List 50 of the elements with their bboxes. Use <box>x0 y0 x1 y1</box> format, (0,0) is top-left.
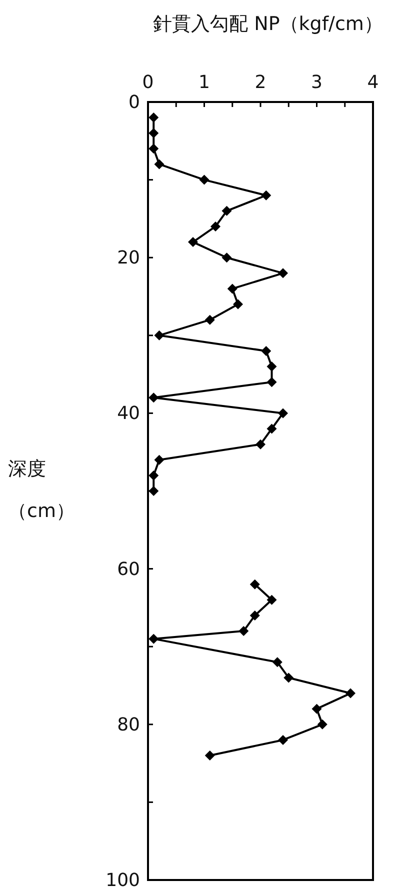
point <box>199 174 210 185</box>
point <box>154 330 164 340</box>
y-tick-label: 0 <box>128 92 140 113</box>
point <box>278 734 288 745</box>
point <box>148 112 159 123</box>
point <box>233 299 243 310</box>
y-tick-label: 80 <box>117 714 140 736</box>
point <box>278 408 288 418</box>
point <box>154 454 164 465</box>
y-tick-label: 40 <box>117 403 140 424</box>
point <box>266 377 277 388</box>
point <box>188 237 198 248</box>
point <box>204 750 215 761</box>
point <box>278 268 288 278</box>
point <box>222 252 232 263</box>
point <box>266 594 277 605</box>
x-axis-title: 針貫入勾配 NP（kgf/cm） <box>153 13 383 35</box>
point <box>227 284 238 294</box>
y-tick-label: 60 <box>117 558 140 580</box>
point <box>222 206 232 216</box>
point <box>148 392 159 403</box>
point <box>346 688 356 698</box>
x-tick-label: 3 <box>311 72 322 93</box>
x-tick-label: 2 <box>254 72 266 93</box>
point <box>272 657 282 668</box>
point <box>148 470 159 480</box>
point <box>256 439 266 450</box>
point <box>148 128 159 138</box>
point <box>154 159 164 170</box>
point <box>250 579 260 590</box>
x-tick-label: 1 <box>198 72 210 93</box>
point <box>266 362 277 372</box>
x-tick-label: 0 <box>142 72 154 93</box>
point <box>148 634 159 644</box>
point <box>261 190 272 200</box>
point <box>317 719 328 730</box>
y-axis-title: 深度（cm） <box>8 458 75 522</box>
point <box>210 221 220 232</box>
point <box>250 610 260 620</box>
point <box>204 314 215 325</box>
point <box>261 346 272 356</box>
x-tick-label: 4 <box>367 72 379 93</box>
point <box>266 424 277 434</box>
point <box>148 486 159 496</box>
point <box>312 704 322 714</box>
point <box>284 672 294 683</box>
point <box>148 144 159 154</box>
y-tick-label: 20 <box>117 248 140 269</box>
y-tick-label: 100 <box>106 870 140 891</box>
point <box>238 626 249 636</box>
